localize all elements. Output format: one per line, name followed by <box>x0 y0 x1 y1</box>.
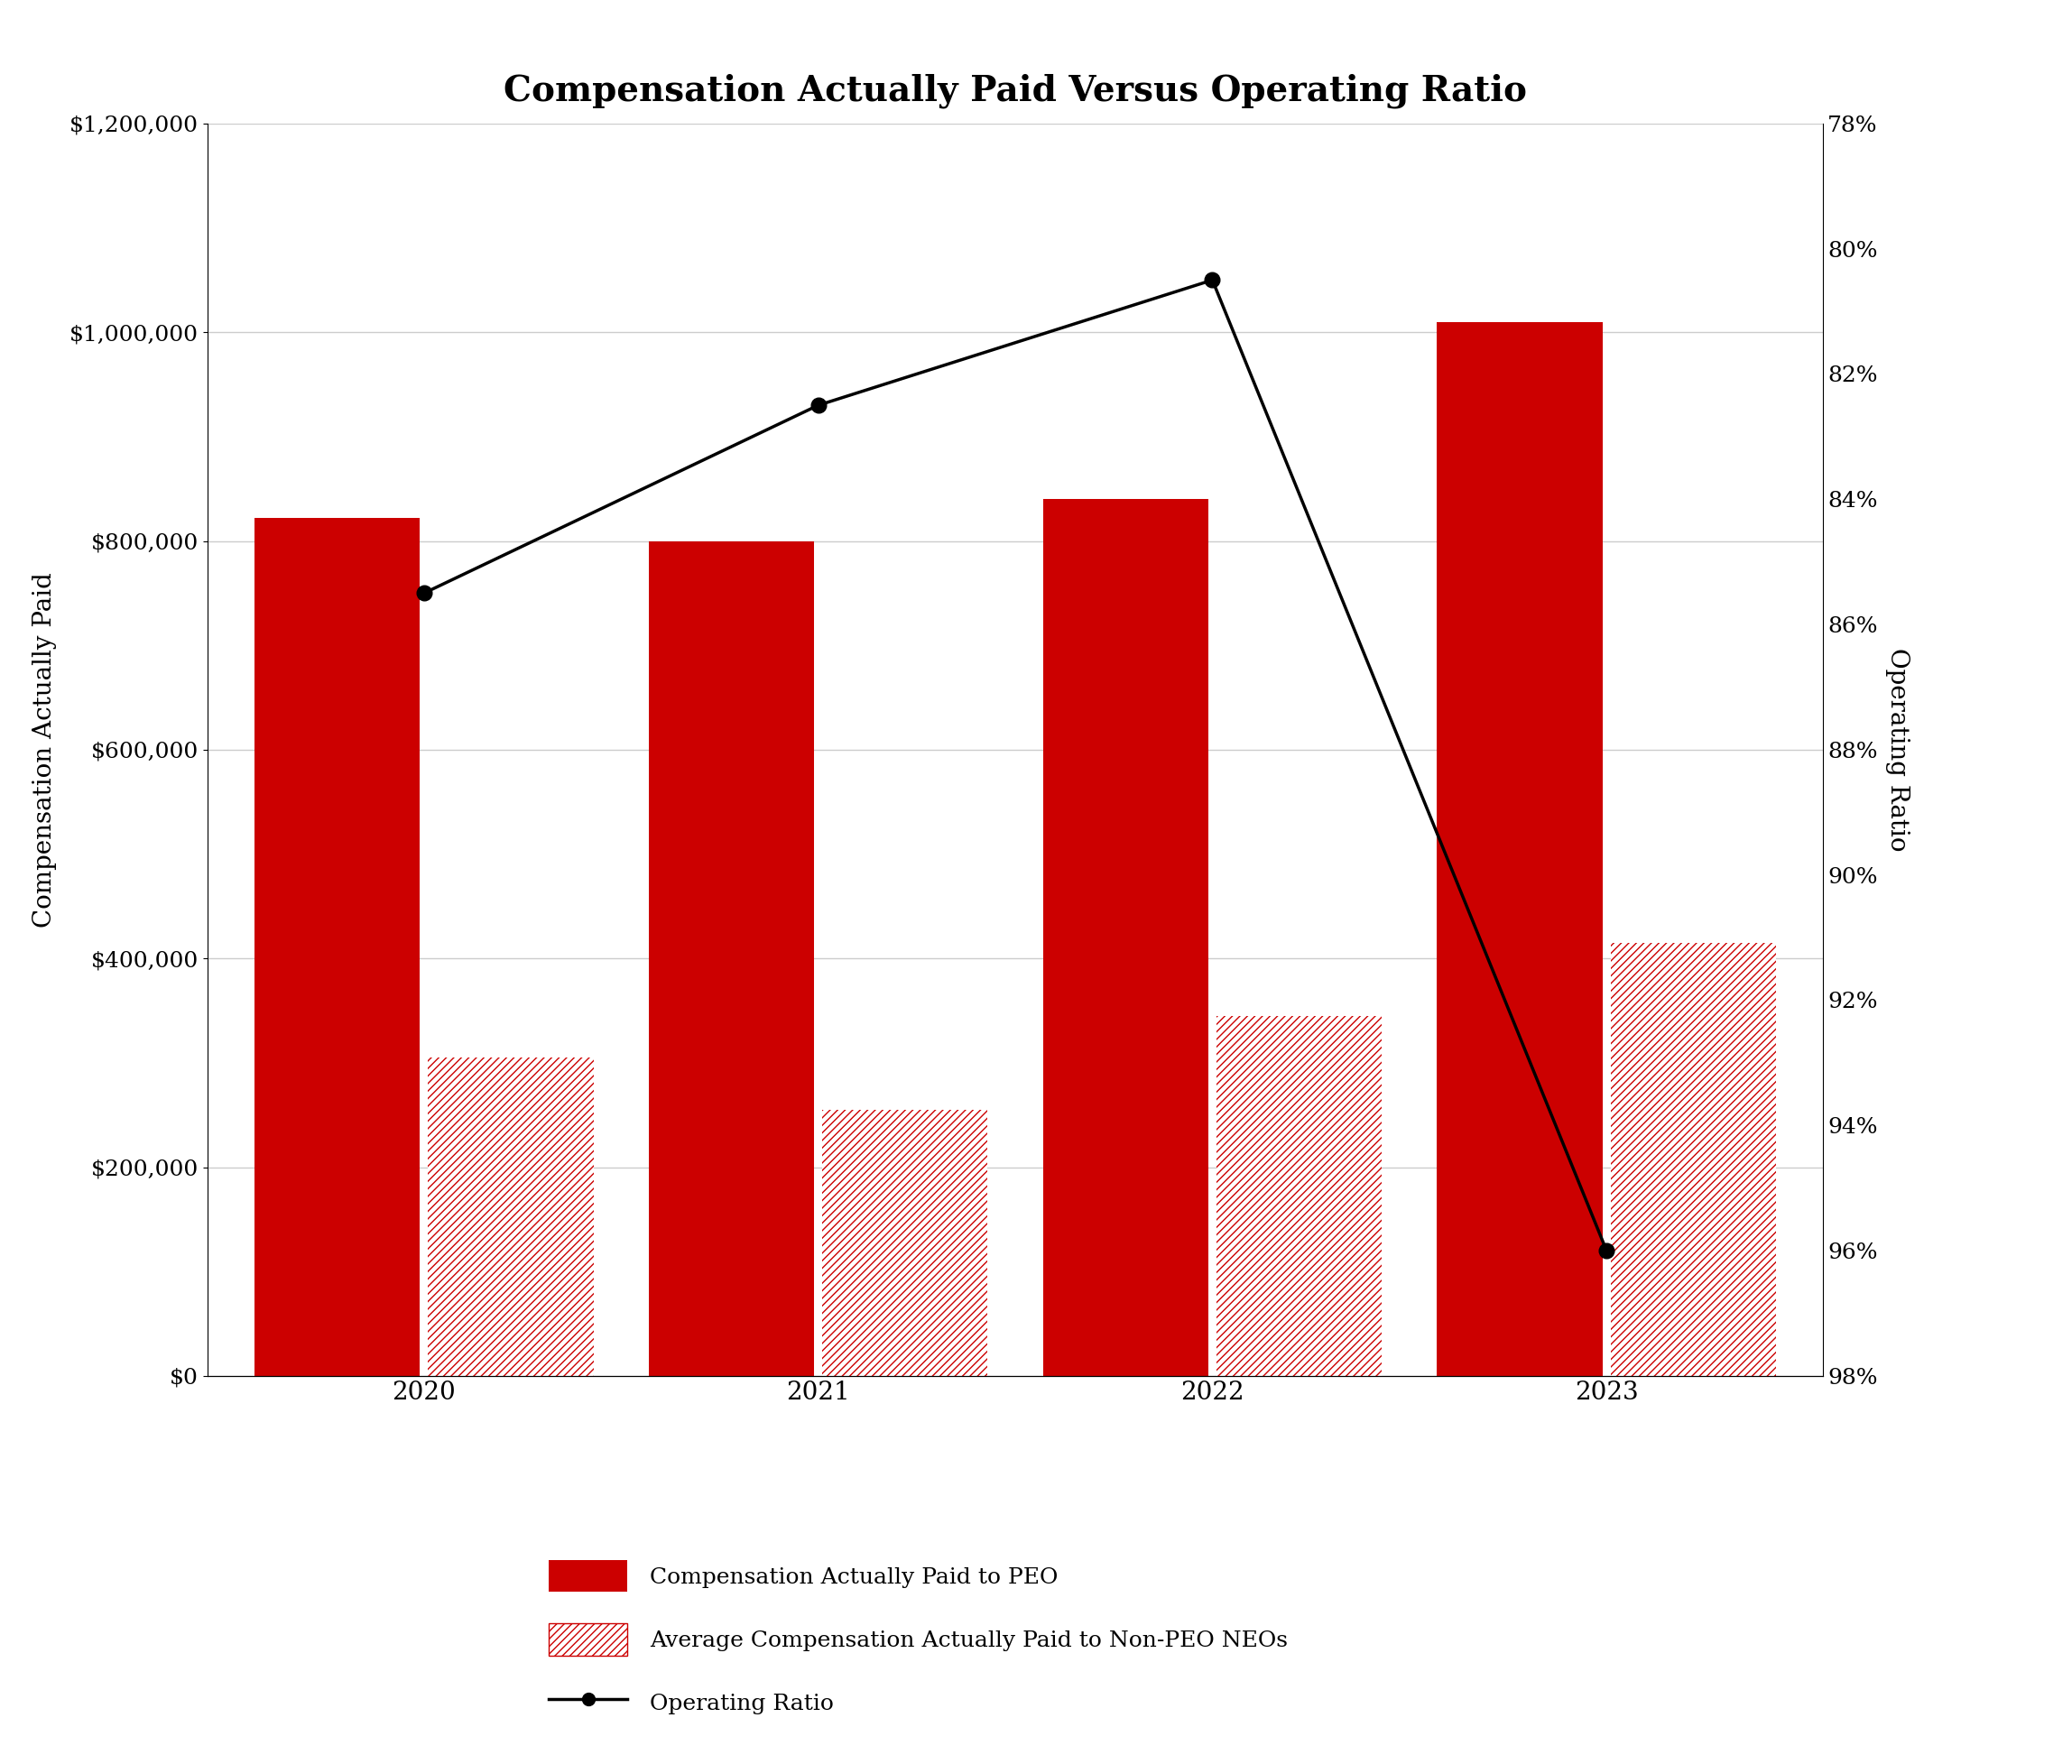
Bar <box>429 1058 593 1376</box>
Bar <box>1216 1016 1382 1376</box>
Y-axis label: Compensation Actually Paid: Compensation Actually Paid <box>33 572 56 928</box>
Bar <box>649 542 814 1376</box>
Bar <box>255 519 421 1376</box>
Y-axis label: Operating Ratio: Operating Ratio <box>1886 647 1908 852</box>
Title: Compensation Actually Paid Versus Operating Ratio: Compensation Actually Paid Versus Operat… <box>503 74 1527 109</box>
Bar <box>823 1110 988 1376</box>
Bar <box>1438 321 1602 1376</box>
Bar <box>1216 1016 1382 1376</box>
Legend: Compensation Actually Paid to PEO, Average Compensation Actually Paid to Non-PEO: Compensation Actually Paid to PEO, Avera… <box>526 1538 1312 1741</box>
Bar <box>1610 942 1776 1376</box>
Bar <box>1610 942 1776 1376</box>
Bar <box>1042 499 1208 1376</box>
Bar <box>429 1058 593 1376</box>
Bar <box>823 1110 988 1376</box>
